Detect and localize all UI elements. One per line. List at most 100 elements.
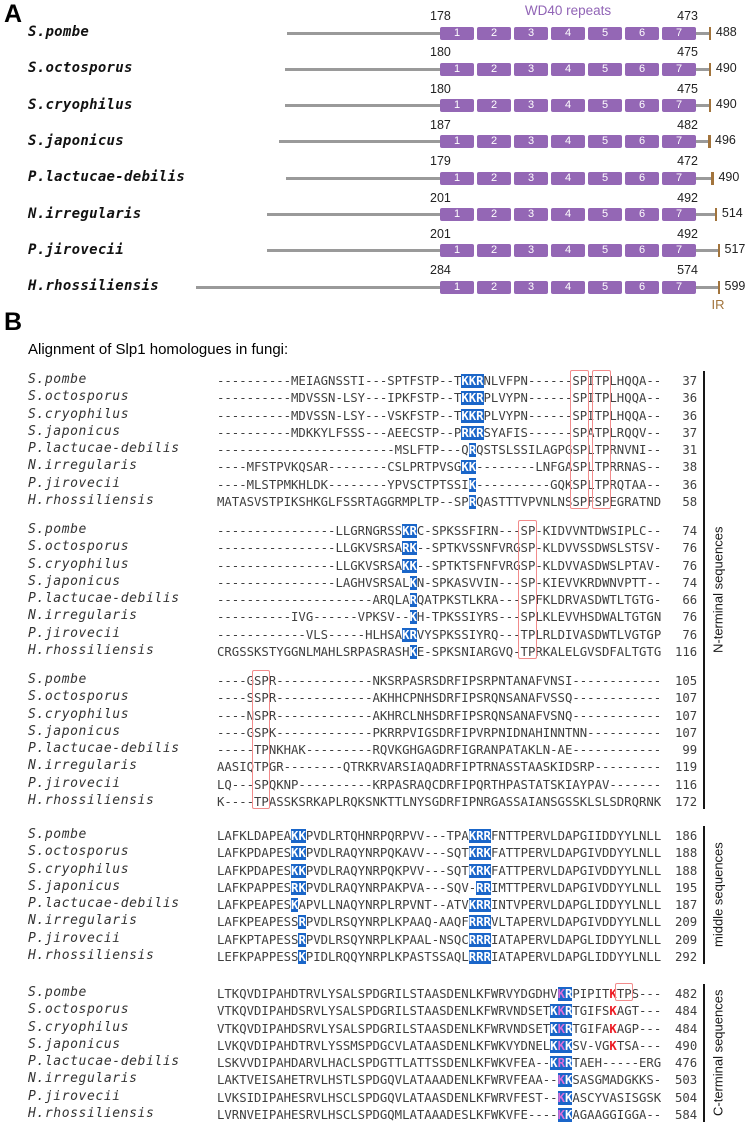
sequence-row: N.irregularis LAFKPEAPESSRPVDLRSQYNRPLKPA… (28, 912, 738, 930)
sequence-row: P.jirovecii ------------VLS-----HLHSAKRVY… (28, 625, 738, 642)
sequence-row: S.japonicus LVKQVDIPAHDTRVLYSSMSPDGCVLATA… (28, 1036, 738, 1053)
sequence-text: ----------MDVSSN-LSY---VSKFSTP--TKKRPLVY… (217, 408, 662, 423)
species-label: P.jirovecii (28, 625, 121, 641)
sequence-text: LEFKPAPPESSKPIDLRQQYNRPLKPASTSSAQLRRRIAT… (217, 949, 662, 964)
n-terminal-line (279, 140, 440, 144)
sequence-row: S.pombe LAFKLDAPEAKKPVDLRTQHNRPQRPVV---TP… (28, 826, 738, 843)
ir-tick (708, 135, 711, 149)
wd40-box: 4 (551, 280, 585, 294)
sequence-row: P.jirovecii LAFKPTAPESSRPVDLRSQYNRPLKPAAL… (28, 930, 738, 947)
sequence-text: ------------------------MSLFTP---QRQSTSL… (217, 443, 662, 457)
c-terminal-line (696, 285, 718, 289)
residue-number: 74 (682, 575, 698, 590)
domain-end-residue: 472 (677, 154, 698, 169)
sequence-text: ----------MDKKYLFSSS---AEECSTP--PRKRSYAF… (217, 425, 662, 440)
wd40-box: 6 (625, 62, 659, 76)
species-label: S.octosporus (28, 844, 130, 860)
n-terminal-line (267, 249, 440, 253)
species-label: S.octosporus (28, 60, 133, 77)
sequence-text: LVKQVDIPAHDTRVLYSSMSPDGCVLATAASDENLKFWKV… (217, 1038, 662, 1053)
residue-number: 119 (674, 760, 698, 775)
sequence-text: LVRNVEIPAHESRVLHSCLSPDGQMLATAAADESLKFWKV… (217, 1107, 662, 1122)
residue-number: 187 (675, 898, 698, 912)
sequence-row: H.rhossiliensis LEFKPAPPESSKPIDLRQQYNRPLK… (28, 947, 738, 964)
sequence-text: LAFKPTAPESSRPVDLRSQYNRPLKPAAL-NSQCRRRIAT… (217, 932, 662, 947)
sequence-row: S.pombe ----GSPR-------------NKSRPASRSDRF… (28, 671, 738, 688)
species-label: P.lactucae-debilis (28, 1054, 180, 1069)
sequence-text: ----------MDVSSN-LSY---IPKFSTP--TKKRPLVY… (217, 391, 662, 406)
wd40-box: 3 (514, 135, 548, 149)
wd40-box: 6 (625, 244, 659, 258)
residue-number: 76 (682, 558, 698, 573)
species-label: S.japonicus (28, 132, 125, 149)
domain-start-residue: 201 (430, 226, 451, 241)
species-label: S.cryophilus (28, 706, 130, 722)
protein-length: 488 (715, 24, 737, 39)
residue-number: 195 (675, 880, 698, 895)
wd40-box: 2 (477, 244, 511, 258)
c-terminal-line (696, 67, 709, 71)
sequence-text: ----------MEIAGNSSTI---SPTFSTP--TKKRNLVF… (217, 374, 662, 388)
residue-number: 172 (674, 794, 698, 809)
sequence-text: ----SSPR-------------AKHHCPNHSDRFIPSRQNS… (217, 691, 662, 706)
ir-tick (711, 171, 714, 185)
residue-number: 188 (675, 863, 698, 878)
sequence-text: LAFKPEAPESKAPVLLNAQYNRPLRPVNT--ATVKRRINT… (217, 898, 662, 912)
sequence-text: ----NSPR-------------AKHRCLNHSDRFIPSRQNS… (217, 708, 662, 723)
sequence-row: P.lactucae-debilis -----TPNKHAK---------R… (28, 740, 738, 757)
species-label: S.pombe (28, 522, 87, 537)
sequence-text: -----TPNKHAK---------RQVKGHGAGDRFIGRANPA… (217, 743, 662, 757)
wd40-box: 4 (551, 62, 585, 76)
wd40-box: 7 (662, 171, 696, 185)
residue-number: 209 (675, 915, 698, 930)
panel-b-label: B (4, 308, 23, 336)
species-label: S.cryophilus (28, 1019, 130, 1035)
species-label: S.japonicus (28, 423, 121, 439)
domain-start-residue: 178 (430, 9, 451, 23)
residue-number: 36 (682, 477, 698, 492)
sequence-text: LAFKPDAPESKKPVDLRAQYNRPQKAVV---SQTKRKFAT… (217, 846, 662, 861)
residue-number: 504 (675, 1090, 698, 1105)
ir-label: IR (711, 297, 725, 312)
sequence-row: P.jirovecii LVKSIDIPAHESRVLHSCLSPDGQVLATA… (28, 1088, 738, 1105)
sequence-text: ----------------LAGHVSRSALKN-SPKASVVIN--… (217, 575, 662, 590)
wd40-box: 3 (514, 208, 548, 221)
wd40-box: 5 (588, 135, 622, 149)
domain-end-residue: 475 (677, 81, 698, 96)
residue-number: 36 (682, 391, 698, 406)
wd40-box: 3 (514, 171, 548, 185)
sequence-row: P.lactucae-debilis LAFKPEAPESKAPVLLNAQYNR… (28, 895, 738, 912)
residue-number: 74 (682, 524, 698, 538)
sequence-row: S.japonicus ----------------LAGHVSRSALKN-… (28, 573, 738, 590)
sequence-text: ---------------------ARQLARQATPKSTLKRA--… (217, 593, 662, 607)
species-label: H.rhossiliensis (28, 792, 155, 808)
residue-number: 209 (675, 932, 698, 947)
species-label: N.irregularis (28, 1071, 138, 1087)
wd40-box: 2 (477, 62, 511, 76)
residue-number: 36 (682, 408, 698, 423)
residue-number: 37 (682, 374, 698, 388)
alignment-block: S.pombe ----------MEIAGNSSTI---SPTFSTP--T… (28, 370, 738, 509)
sequence-text: ----------------LLGKVSRSARK--SPTKVSSNFVR… (217, 541, 662, 556)
sequence-text: ----GSPK-------------PKRRPVIGSDRFIPVRPNI… (217, 725, 662, 740)
section-bracket-bar (703, 984, 705, 1122)
residue-number: 476 (675, 1056, 698, 1070)
sequence-row: S.cryophilus ----NSPR-------------AKHRCLN… (28, 706, 738, 723)
residue-number: 584 (675, 1107, 698, 1122)
wd40-repeats-label: WD40 repeats (524, 3, 612, 18)
sequence-row: N.irregularis ----------IVG------VPKSV--K… (28, 607, 738, 625)
sequence-text: CRGSSKSTYGGNLMAHLSRPASRASHKE-SPKSNIARGVQ… (217, 644, 662, 659)
sequence-row: S.japonicus LAFKPAPPESRKPVDLRAQYNRPAKPVA-… (28, 878, 738, 895)
panel-a-domain-diagram: S.pombe 1 2 3 4 5 6 7 178 473 488 S.octosporus 1 2 3 4 5… (0, 0, 754, 312)
c-terminal-line (696, 140, 709, 144)
c-terminal-line (696, 213, 715, 216)
residue-number: 503 (675, 1073, 698, 1088)
species-label: H.rhossiliensis (28, 947, 155, 963)
species-label: S.octosporus (28, 689, 130, 705)
sequence-text: ----MLSTPMKHLDK--------YPVSCTPTSSIK-----… (217, 477, 662, 492)
wd40-box: 2 (477, 99, 511, 113)
sequence-row: P.lactucae-debilis ----------------------… (28, 440, 738, 457)
sequence-text: LAKTVEISAHETRVLHSTLSPDGQVLATAAADENLKFWRV… (217, 1073, 662, 1088)
sequence-row: H.rhossiliensis CRGSSKSTYGGNLMAHLSRPASRAS… (28, 642, 738, 659)
